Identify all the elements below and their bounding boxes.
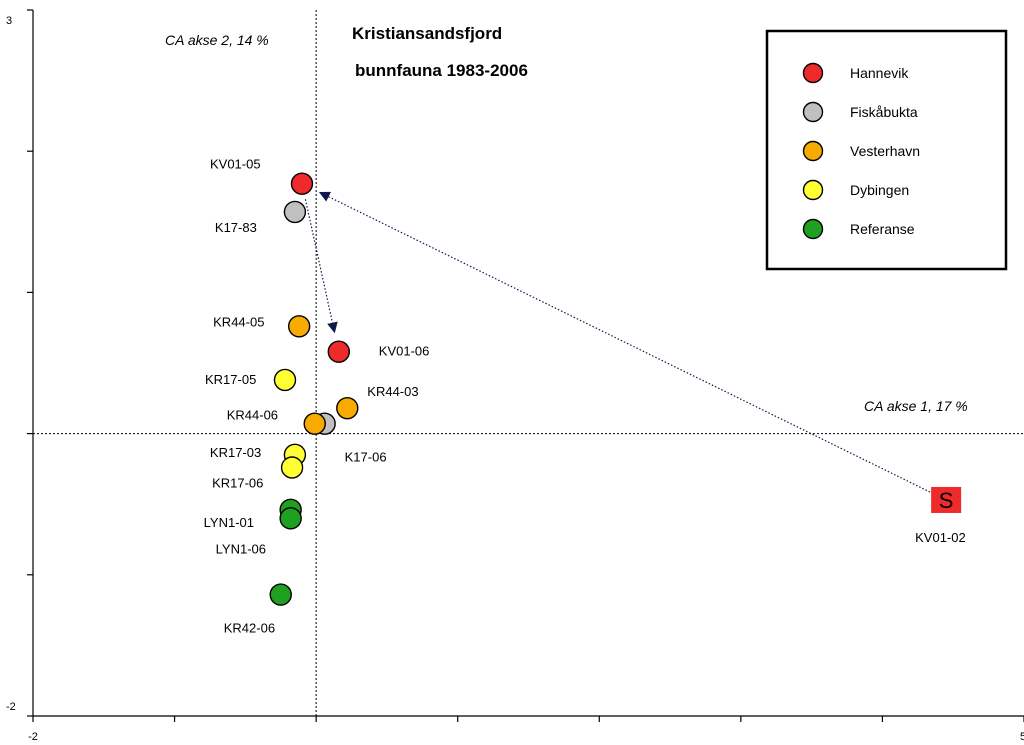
legend: Hannevik Fiskåbukta Vesterhavn Dybingen Refe… — [765, 29, 1008, 271]
chart-title-line-2: bunnfauna 1983-2006 — [355, 61, 528, 80]
legend-marker — [802, 62, 824, 84]
legend-label: Dybingen — [850, 182, 909, 198]
point-label: K17-06 — [345, 450, 387, 465]
legend-label: Hannevik — [850, 65, 909, 81]
trajectory-arrow — [318, 191, 931, 493]
data-point — [327, 340, 350, 363]
x-tick-label: -2 — [28, 731, 38, 743]
data-point — [287, 315, 311, 338]
data-point — [283, 200, 307, 224]
legend-label: Fiskåbukta — [850, 104, 918, 120]
legend-marker — [802, 140, 824, 162]
legend-marker — [802, 179, 824, 201]
point-label: KV01-05 — [210, 157, 261, 172]
y-tick-label: 3 — [6, 15, 12, 27]
data-point — [303, 412, 326, 435]
legend-label: Referanse — [850, 221, 915, 237]
x-axis-label: CA akse 1, 17 % — [864, 398, 968, 414]
point-label: KR44-03 — [367, 384, 418, 399]
data-point-square — [931, 486, 962, 513]
point-label: KR17-03 — [210, 445, 261, 460]
point-label: KR44-05 — [213, 314, 264, 329]
point-label: KR42-06 — [224, 621, 275, 636]
chart-title-line-1: Kristiansandsfjord — [352, 24, 502, 43]
legend-marker — [802, 101, 824, 123]
data-point-marker-text: S — [939, 488, 954, 513]
point-label: KV01-02 — [915, 530, 966, 545]
y-tick-label: -2 — [6, 701, 16, 713]
point-label: KR17-06 — [212, 475, 263, 490]
point-label: LYN1-01 — [204, 515, 254, 530]
data-point — [279, 507, 302, 530]
x-tick-label: 5 — [1020, 731, 1024, 743]
data-point — [280, 456, 304, 479]
trajectory-arrow — [304, 199, 338, 334]
data-point — [273, 368, 297, 392]
legend-label: Vesterhavn — [850, 143, 920, 159]
point-label: KR44-06 — [227, 408, 278, 423]
data-point — [269, 583, 292, 606]
point-label: KV01-06 — [379, 344, 430, 359]
point-label: LYN1-06 — [216, 541, 266, 556]
legend-marker — [802, 218, 824, 240]
data-point — [336, 396, 359, 420]
y-axis-label: CA akse 2, 14 % — [165, 32, 269, 48]
point-label: KR17-05 — [205, 372, 256, 387]
point-label: K17-83 — [215, 220, 257, 235]
data-point — [290, 172, 314, 195]
